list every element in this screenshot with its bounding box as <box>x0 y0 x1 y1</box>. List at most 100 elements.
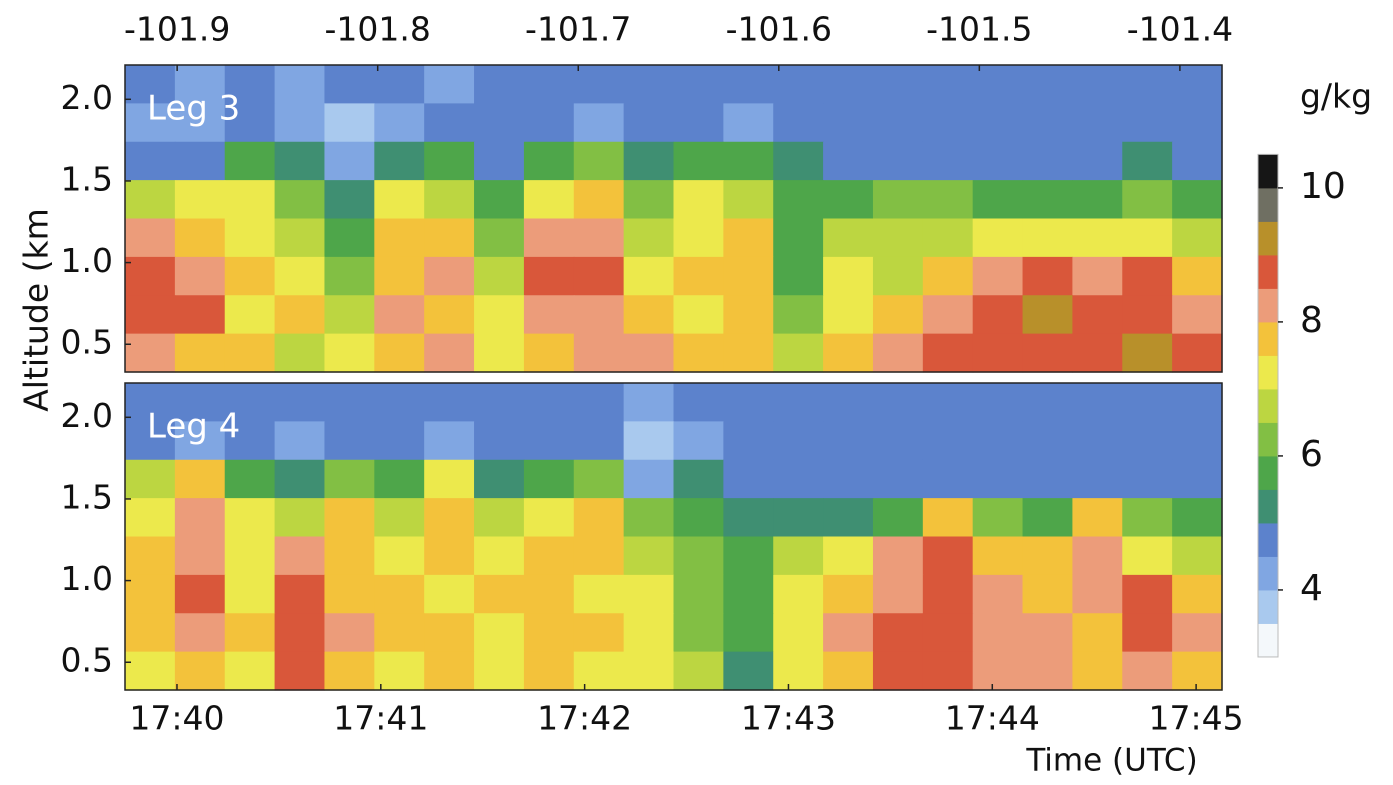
heatmap-cell <box>1022 498 1074 538</box>
colorbar-segment <box>1258 254 1278 289</box>
heatmap-cell <box>474 498 525 538</box>
heatmap-cell <box>872 651 924 691</box>
heatmap-cell <box>922 256 974 296</box>
heatmap-cell <box>274 218 326 258</box>
heatmap-cell <box>523 218 575 258</box>
heatmap-cell <box>823 536 874 576</box>
heatmap-cell <box>1122 256 1173 296</box>
heatmap-cell <box>374 459 425 499</box>
heatmap-cell <box>1172 383 1223 422</box>
heatmap-cell <box>174 295 226 335</box>
heatmap-cell <box>1122 536 1173 576</box>
heatmap-cell <box>1122 574 1173 614</box>
panel-frame <box>124 64 1223 373</box>
heatmap-cell <box>1072 574 1123 614</box>
heatmap-cell <box>1172 103 1223 143</box>
heatmap-cell <box>324 574 375 614</box>
heatmap-cell <box>474 295 525 335</box>
heatmap-cell <box>972 421 1024 461</box>
heatmap-cell <box>224 256 276 296</box>
heatmap-cell <box>623 459 675 499</box>
heatmap-cell <box>274 383 326 422</box>
heatmap-cell <box>1122 421 1173 461</box>
heatmap-cell <box>1122 103 1173 143</box>
y-tick-label: 0.5 <box>61 323 113 362</box>
heatmap-cell <box>324 141 375 181</box>
heatmap-cell <box>872 574 924 614</box>
heatmap-cell <box>673 103 724 143</box>
heatmap-cell <box>324 421 375 461</box>
heatmap-cell <box>274 65 326 104</box>
heatmap-cell <box>1122 141 1173 181</box>
heatmap-cell <box>374 383 425 422</box>
heatmap-cell <box>623 180 675 220</box>
y-tick-label: 1.0 <box>61 559 113 598</box>
x-tick-label: 17:43 <box>741 699 836 738</box>
heatmap-cell <box>474 613 525 653</box>
heatmap-cell <box>823 333 874 373</box>
heatmap-cell <box>723 574 774 614</box>
heatmap-cell <box>573 141 625 181</box>
heatmap-cell <box>1172 295 1223 335</box>
heatmap-cell <box>1022 651 1074 691</box>
heatmap-cell <box>623 421 675 461</box>
heatmap-cell <box>872 256 924 296</box>
heatmap-cell <box>1072 459 1123 499</box>
heatmap-cell <box>1072 103 1123 143</box>
colorbar-segment <box>1258 623 1278 658</box>
heatmap-cell <box>972 613 1024 653</box>
heatmap-cell <box>972 295 1024 335</box>
heatmap-cell <box>773 65 824 104</box>
colorbar-segment <box>1258 388 1278 423</box>
heatmap-cell <box>224 103 276 143</box>
heatmap-cell <box>1022 65 1074 104</box>
heatmap-cell <box>523 498 575 538</box>
heatmap-cell <box>523 295 575 335</box>
heatmap-cell <box>424 613 475 653</box>
heatmap-cell <box>773 333 824 373</box>
heatmap-cell <box>224 295 276 335</box>
heatmap-cell <box>573 383 625 422</box>
heatmap-cell <box>872 459 924 499</box>
heatmap-cell <box>922 536 974 576</box>
heatmap-cell <box>424 180 475 220</box>
heatmap-cell <box>872 536 924 576</box>
colorbar-tick-label: 6 <box>1300 434 1323 475</box>
heatmap-cell <box>723 141 774 181</box>
heatmap-cell <box>573 574 625 614</box>
panel-label: Leg 4 <box>147 407 240 447</box>
heatmap-cell <box>125 498 176 538</box>
heatmap-cell <box>1072 333 1123 373</box>
heatmap-cell <box>723 333 774 373</box>
heatmap-cell <box>424 459 475 499</box>
y-tick-label: 2.0 <box>61 78 113 117</box>
heatmap-cell <box>823 65 874 104</box>
heatmap-cell <box>723 421 774 461</box>
heatmap-cell <box>1022 459 1074 499</box>
heatmap-cell <box>174 103 226 143</box>
heatmap-cell <box>773 180 824 220</box>
heatmap-cell <box>474 256 525 296</box>
heatmap-cell <box>673 180 724 220</box>
heatmap-cell <box>723 536 774 576</box>
heatmap-cell <box>523 141 575 181</box>
heatmap-cell <box>274 574 326 614</box>
heatmap-cell <box>972 651 1024 691</box>
panel-label: Leg 3 <box>147 89 240 129</box>
heatmap-cell <box>125 613 176 653</box>
heatmap-cell <box>523 536 575 576</box>
heatmap-cell <box>723 459 774 499</box>
heatmap-cell <box>1072 421 1123 461</box>
heatmap-cell <box>1172 498 1223 538</box>
colorbar-segment <box>1258 221 1278 256</box>
heatmap-cell <box>174 180 226 220</box>
heatmap-cell <box>922 421 974 461</box>
heatmap-cell <box>872 218 924 258</box>
heatmap-cell <box>922 295 974 335</box>
heatmap-cell <box>374 651 425 691</box>
heatmap-cell <box>274 295 326 335</box>
heatmap-cell <box>623 141 675 181</box>
heatmap-cell <box>773 295 824 335</box>
y-tick-label: 1.5 <box>61 477 113 516</box>
heatmap-cell <box>1072 295 1123 335</box>
